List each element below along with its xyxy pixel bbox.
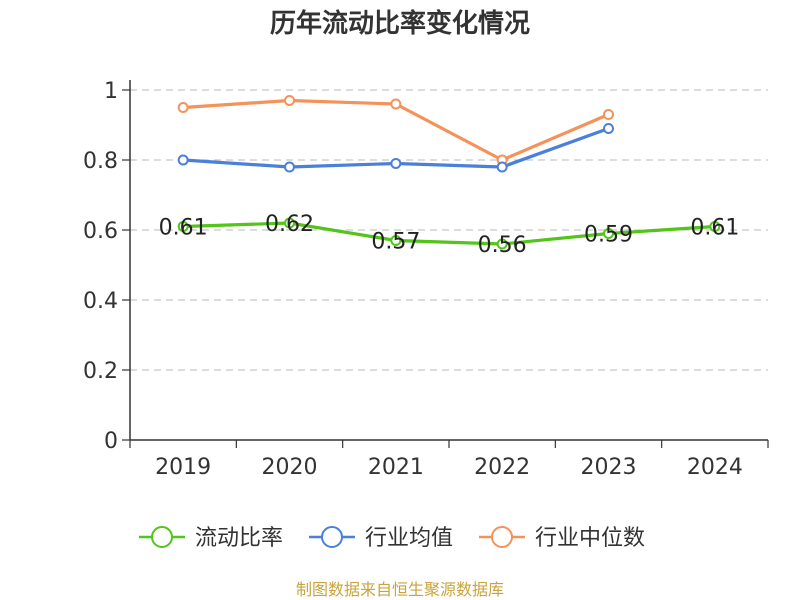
- data-label: 0.59: [584, 223, 633, 248]
- data-label: 0.57: [371, 230, 420, 255]
- x-tick-label: 2021: [368, 455, 424, 480]
- data-label: 0.61: [159, 216, 208, 241]
- data-point: [709, 221, 721, 232]
- x-tick-label: 2023: [581, 455, 637, 480]
- data-label: 0.62: [265, 212, 314, 237]
- data-point: [390, 158, 402, 169]
- series-line: [183, 221, 715, 246]
- y-tick-label: 0: [104, 429, 118, 454]
- data-point: [177, 221, 189, 232]
- y-tick-label: 1: [104, 79, 118, 104]
- legend-label: 行业中位数: [535, 526, 645, 551]
- data-point: [603, 109, 614, 120]
- data-point: [284, 161, 295, 173]
- y-tick-label: 0.6: [83, 219, 118, 244]
- legend-label: 行业均值: [365, 526, 453, 551]
- data-point: [177, 154, 189, 166]
- x-tick-label: 2022: [474, 455, 530, 480]
- legend: 流动比率 行业均值 行业中位数: [139, 526, 645, 551]
- data-point: [177, 102, 189, 113]
- data-point: [284, 217, 295, 229]
- source-note: 制图数据来自恒生聚源数据库: [296, 580, 504, 599]
- data-label: 0.56: [478, 233, 527, 258]
- axes: 0 0.2 0.4 0.6 0.8 1 2019 2020 2021 2022 2023 2024: [83, 79, 769, 480]
- chart-title: 历年流动比率变化情况: [270, 8, 530, 39]
- x-tick-label: 2024: [687, 455, 743, 480]
- x-tick-label: 2019: [155, 455, 211, 480]
- data-point: [603, 228, 614, 239]
- y-tick-label: 0.2: [83, 359, 118, 384]
- legend-swatch-marker: [491, 526, 513, 548]
- y-tick-label: 0.8: [83, 149, 118, 174]
- legend-swatch-marker: [151, 526, 173, 548]
- y-tick-label: 0.4: [83, 289, 118, 314]
- data-point: [603, 123, 614, 134]
- data-label: 0.61: [690, 216, 739, 241]
- data-point: [284, 95, 295, 106]
- legend-swatch-marker: [321, 526, 343, 548]
- series: 0.61 0.62 0.57 0.56 0.59 0.61: [159, 95, 739, 258]
- data-point: [390, 235, 402, 246]
- data-point: [390, 98, 402, 110]
- legend-label: 流动比率: [195, 526, 283, 551]
- data-point: [496, 161, 508, 173]
- data-point: [496, 238, 508, 250]
- x-tick-label: 2020: [262, 455, 318, 480]
